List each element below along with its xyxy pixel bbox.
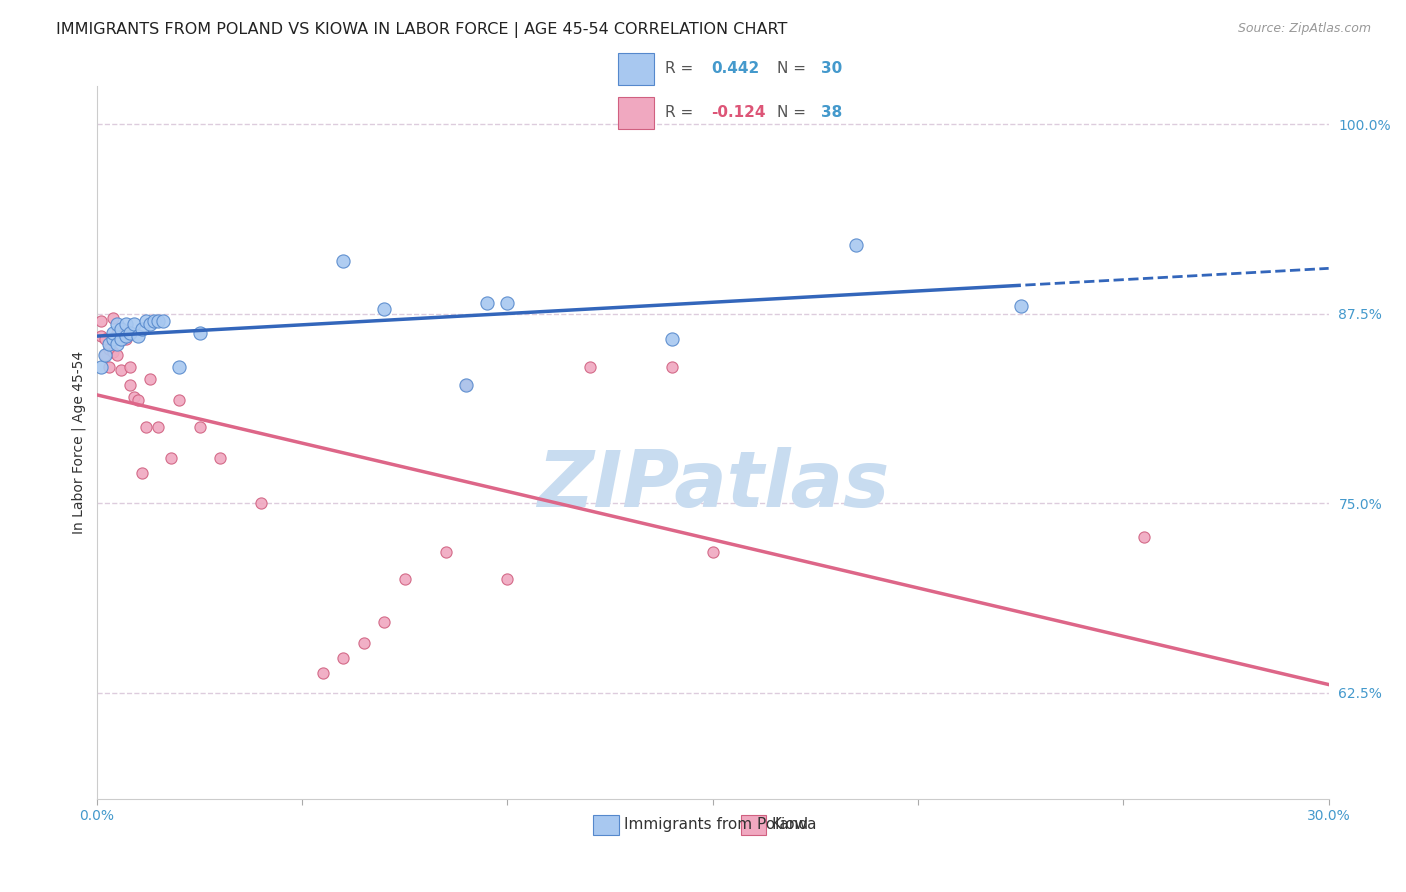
Point	[114, 329, 136, 343]
Point	[394, 572, 416, 586]
Point	[456, 378, 478, 392]
Bar	[619, 97, 654, 129]
Point	[105, 326, 128, 341]
Point	[103, 311, 125, 326]
Point	[135, 314, 157, 328]
Point	[167, 359, 190, 374]
Point	[90, 314, 112, 328]
Point	[131, 466, 153, 480]
Point	[135, 420, 157, 434]
Point	[98, 342, 121, 356]
Point	[90, 329, 112, 343]
Point	[332, 651, 354, 665]
Point	[159, 450, 181, 465]
Point	[105, 318, 128, 332]
Point	[98, 337, 121, 351]
Point	[250, 496, 273, 510]
Point	[353, 636, 375, 650]
Point	[118, 359, 141, 374]
Point	[434, 545, 457, 559]
Text: N =: N =	[778, 105, 811, 120]
Point	[110, 322, 132, 336]
Text: 38: 38	[821, 105, 842, 120]
Point	[90, 359, 112, 374]
Point	[110, 329, 132, 343]
Point	[105, 348, 128, 362]
Point	[148, 420, 170, 434]
Text: N =: N =	[778, 62, 811, 77]
Point	[114, 333, 136, 347]
Text: Source: ZipAtlas.com: Source: ZipAtlas.com	[1237, 22, 1371, 36]
Point	[661, 333, 683, 347]
Point	[845, 238, 868, 252]
Point	[661, 359, 683, 374]
Point	[143, 314, 166, 328]
Point	[131, 322, 153, 336]
Point	[332, 253, 354, 268]
Point	[94, 348, 117, 362]
Point	[105, 337, 128, 351]
Point	[475, 296, 498, 310]
Point	[114, 318, 136, 332]
Text: 0.442: 0.442	[711, 62, 759, 77]
Point	[118, 326, 141, 341]
Point	[110, 363, 132, 377]
Point	[98, 359, 121, 374]
Point	[1010, 299, 1032, 313]
Point	[373, 615, 395, 629]
Point	[312, 666, 335, 681]
Text: -0.124: -0.124	[711, 105, 766, 120]
Point	[94, 333, 117, 347]
Point	[373, 302, 395, 317]
Y-axis label: In Labor Force | Age 45-54: In Labor Force | Age 45-54	[72, 351, 86, 534]
Text: Immigrants from Poland: Immigrants from Poland	[624, 817, 808, 832]
Bar	[619, 53, 654, 85]
Point	[103, 333, 125, 347]
Point	[152, 314, 174, 328]
Point	[188, 420, 211, 434]
Point	[702, 545, 724, 559]
Point	[139, 318, 162, 332]
Point	[122, 318, 145, 332]
Point	[103, 326, 125, 341]
Point	[167, 393, 190, 408]
Point	[578, 359, 600, 374]
Point	[1133, 530, 1156, 544]
Text: R =: R =	[665, 62, 699, 77]
Point	[103, 344, 125, 359]
Point	[118, 378, 141, 392]
Point	[94, 348, 117, 362]
Point	[122, 390, 145, 404]
Point	[127, 329, 149, 343]
Text: R =: R =	[665, 105, 699, 120]
Point	[148, 314, 170, 328]
Text: IMMIGRANTS FROM POLAND VS KIOWA IN LABOR FORCE | AGE 45-54 CORRELATION CHART: IMMIGRANTS FROM POLAND VS KIOWA IN LABOR…	[56, 22, 787, 38]
Point	[496, 296, 519, 310]
Point	[110, 333, 132, 347]
Point	[496, 572, 519, 586]
Point	[188, 326, 211, 341]
Text: Kiowa: Kiowa	[772, 817, 817, 832]
Point	[127, 393, 149, 408]
Text: 30: 30	[821, 62, 842, 77]
Point	[456, 378, 478, 392]
Text: ZIPatlas: ZIPatlas	[537, 448, 889, 524]
Point	[139, 372, 162, 386]
Point	[208, 450, 231, 465]
